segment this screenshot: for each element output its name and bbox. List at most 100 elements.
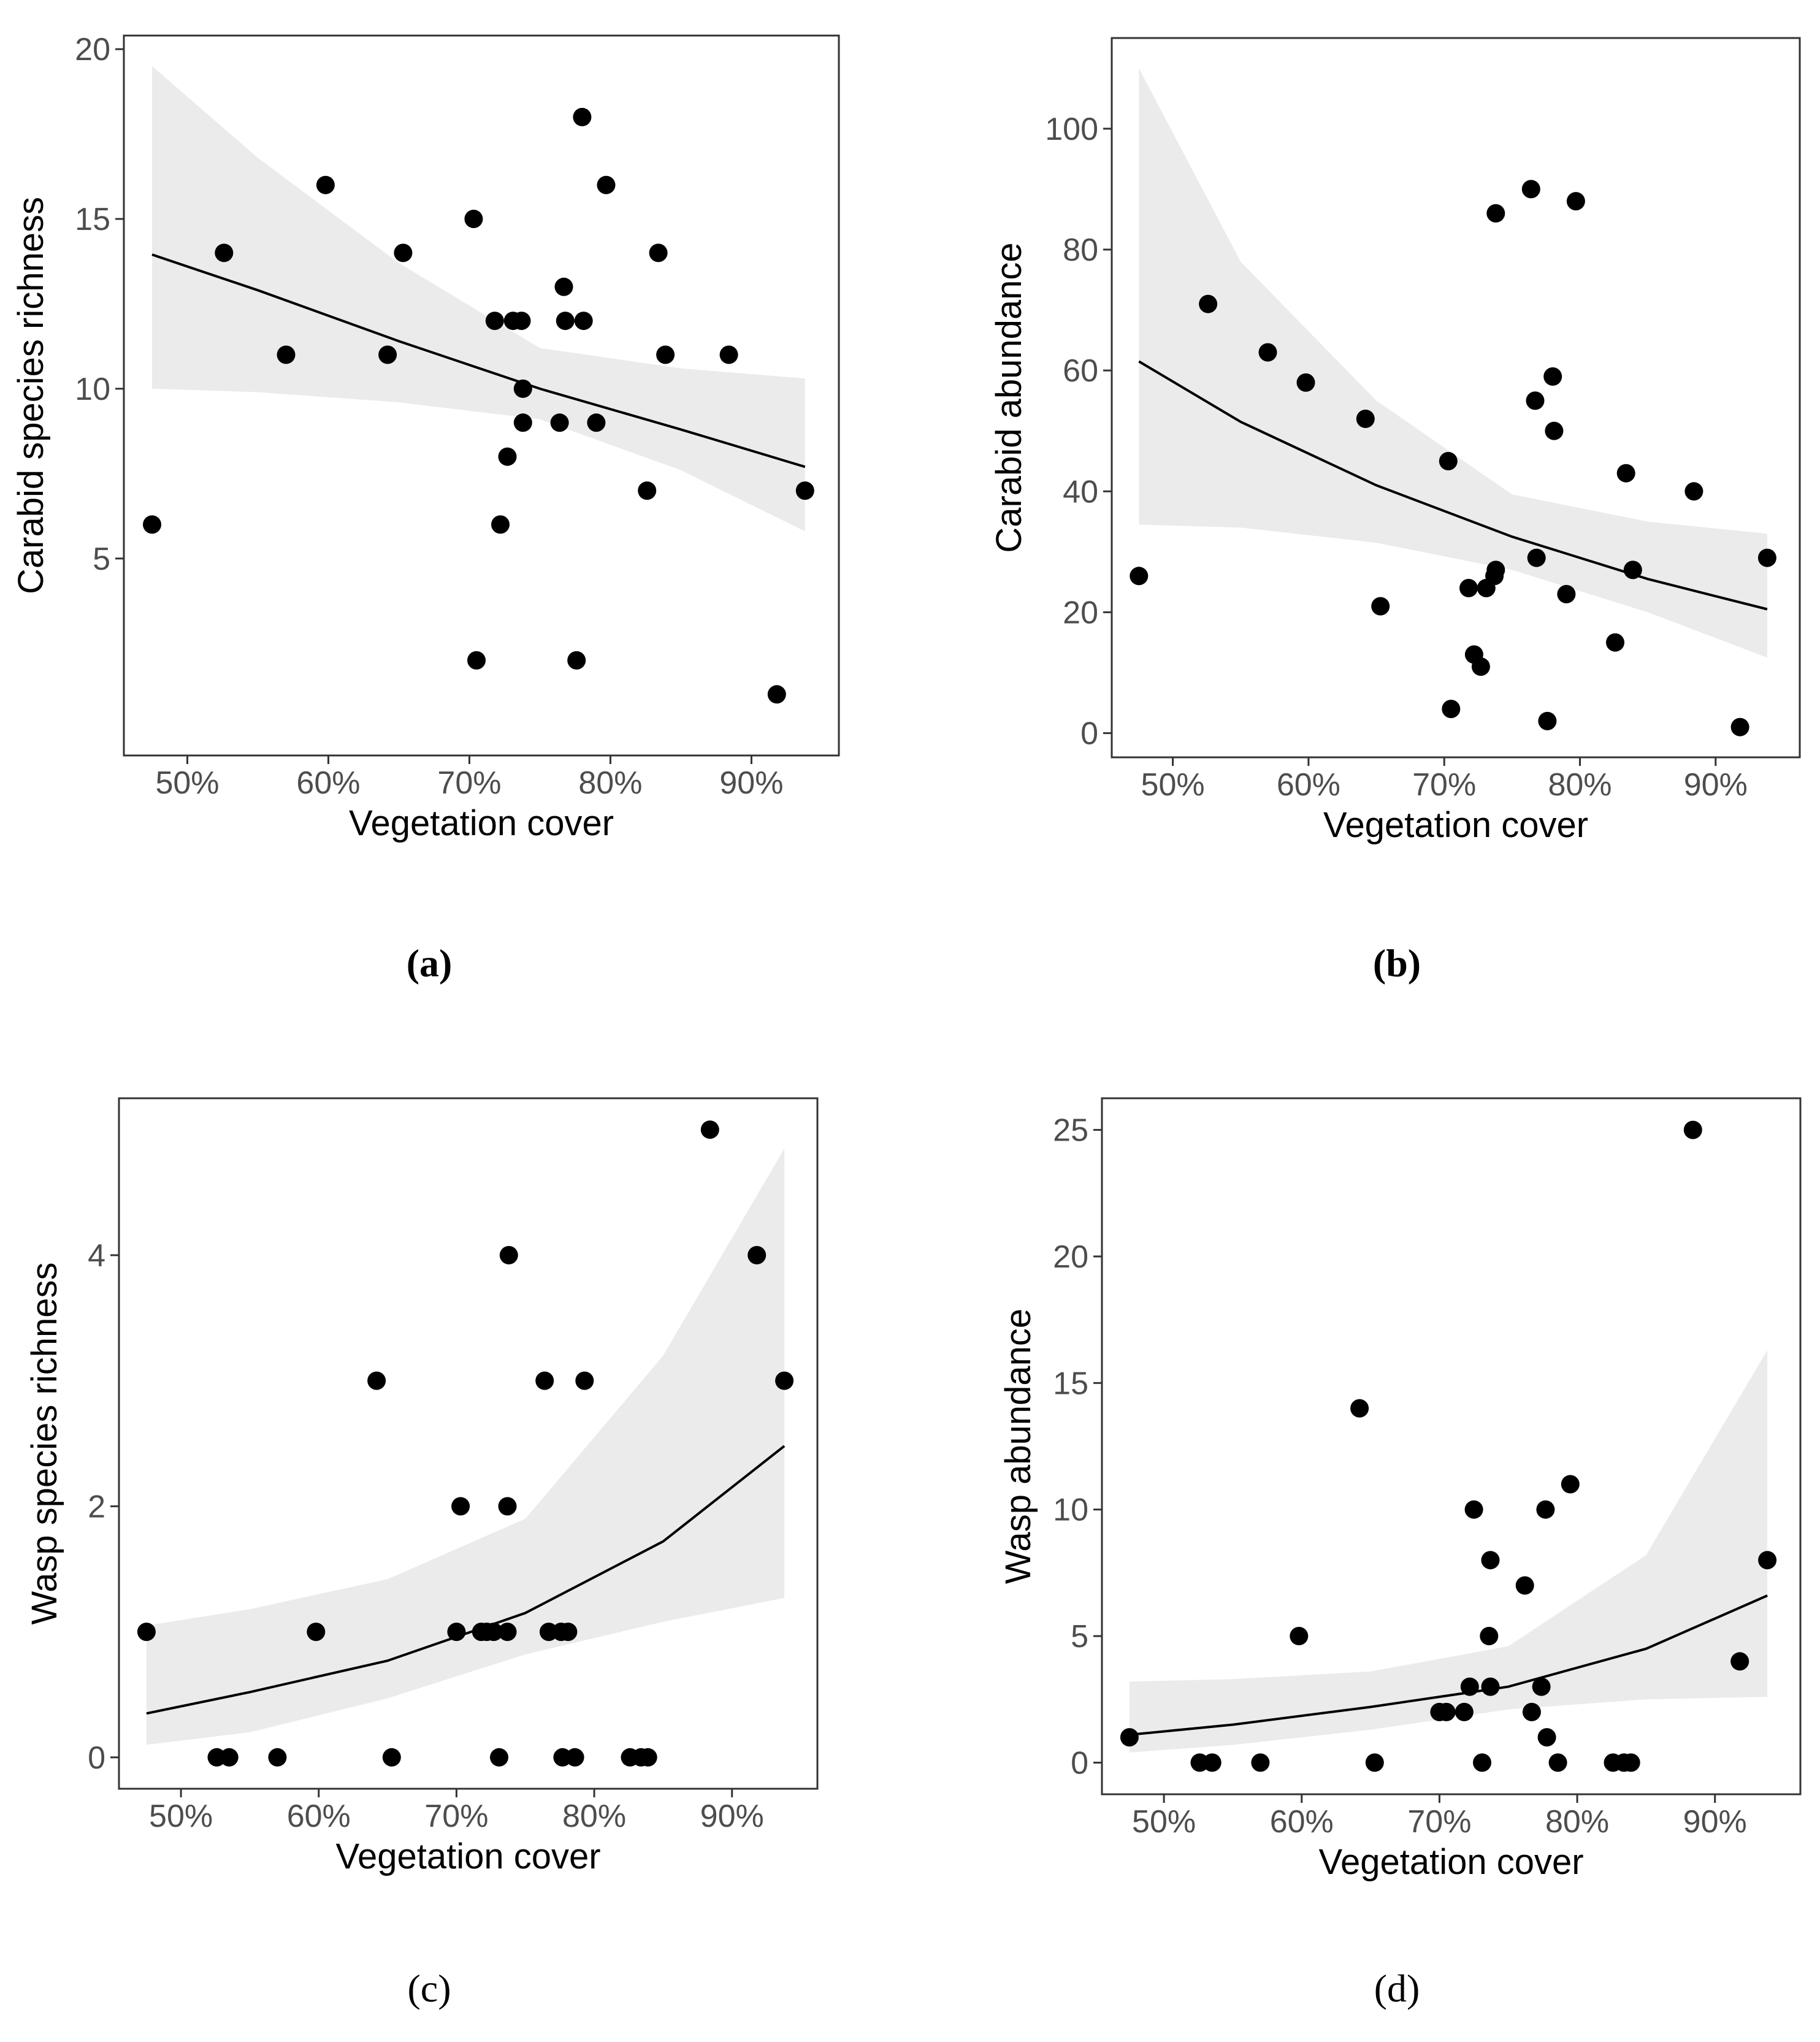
data-point [1557, 584, 1576, 603]
y-tick-label: 0 [88, 1740, 105, 1776]
data-point [1455, 1702, 1474, 1721]
confidence-band [1129, 1350, 1768, 1753]
data-point [491, 515, 510, 534]
data-point [1202, 1753, 1222, 1772]
data-point [316, 175, 335, 194]
data-point [1481, 1677, 1500, 1696]
y-tick-label: 0 [1071, 1745, 1088, 1781]
data-point [484, 1623, 503, 1642]
x-tick-label: 90% [700, 1799, 764, 1834]
data-point [464, 210, 483, 228]
x-tick-label: 70% [1412, 767, 1476, 803]
data-point [498, 447, 517, 466]
data-point [513, 379, 532, 398]
panel-c: 50% 60% 70% 80% 90% 0 2 4 Vegetation cover Wasp s… [25, 1097, 819, 2010]
data-point [1606, 633, 1624, 652]
data-point [1481, 1551, 1500, 1570]
data-point [1543, 367, 1562, 386]
data-point [1730, 717, 1749, 736]
data-point [1623, 560, 1642, 579]
data-point [1296, 373, 1315, 392]
y-tick-label: 20 [1063, 595, 1098, 630]
data-point [1730, 1652, 1749, 1671]
y-tick-label: 15 [1053, 1366, 1088, 1401]
fit-line [151, 253, 806, 468]
data-point [1473, 1753, 1491, 1772]
data-point [277, 345, 296, 364]
data-point [1548, 1753, 1567, 1772]
data-point [1350, 1399, 1369, 1418]
data-point [451, 1497, 470, 1516]
data-point [1526, 391, 1545, 410]
confidence-band [146, 1148, 785, 1745]
y-tick-label: 10 [75, 372, 110, 407]
data-point [1758, 1551, 1777, 1570]
data-point [1120, 1728, 1139, 1747]
data-point [1561, 1475, 1580, 1494]
data-point [498, 1497, 517, 1516]
x-tick-label: 60% [1270, 1804, 1334, 1840]
data-point [137, 1623, 156, 1642]
data-point [513, 413, 532, 432]
data-point [1757, 548, 1776, 567]
data-point [1356, 410, 1375, 428]
data-point [575, 1371, 594, 1390]
x-axis-title: Vegetation cover [1318, 1842, 1583, 1882]
panel-border [123, 34, 840, 757]
x-tick-label: 80% [578, 765, 642, 801]
data-point [1480, 1627, 1499, 1645]
data-point [1199, 294, 1218, 313]
data-point [378, 345, 397, 364]
y-tick-label: 60 [1063, 353, 1098, 389]
data-point [1459, 579, 1478, 597]
data-point [649, 243, 668, 262]
data-point [215, 243, 234, 262]
data-point [490, 1748, 508, 1767]
data-point [1471, 657, 1490, 676]
data-point [559, 1623, 578, 1642]
y-tick-label: 20 [1053, 1239, 1088, 1275]
y-axis-title: Carabid species richness [11, 197, 51, 594]
x-tick-label: 50% [1132, 1804, 1196, 1840]
data-point [719, 345, 738, 364]
data-point [1130, 567, 1149, 586]
data-point [499, 1245, 518, 1264]
data-point [565, 1748, 584, 1767]
data-point [573, 107, 592, 126]
data-point [638, 1748, 657, 1767]
panel-border [1101, 1097, 1802, 1795]
confidence-band [1139, 68, 1767, 658]
data-point [447, 1623, 466, 1642]
x-axis-title: Vegetation cover [1323, 805, 1588, 845]
fit-line [1129, 1594, 1768, 1736]
data-point [485, 312, 504, 331]
data-point [1486, 560, 1505, 579]
panel-d: 50% 60% 70% 80% 90% 0 5 10 15 20 25 Vegetation cove… [998, 1097, 1802, 2010]
data-point [554, 277, 573, 296]
y-tick-label: 0 [1080, 716, 1098, 752]
x-tick-label: 90% [719, 765, 783, 801]
data-point [535, 1371, 554, 1390]
x-tick-label: 80% [1548, 767, 1612, 803]
data-point [1545, 421, 1564, 440]
data-point [1521, 180, 1540, 199]
y-tick-label: 10 [1053, 1493, 1088, 1528]
data-point [1515, 1576, 1534, 1595]
data-point [307, 1623, 326, 1642]
data-point [795, 481, 814, 500]
y-tick-label: 2 [88, 1489, 105, 1524]
data-point [1537, 1728, 1556, 1747]
data-point [512, 312, 531, 331]
data-point [1683, 1120, 1702, 1139]
x-tick-label: 70% [1407, 1804, 1471, 1840]
x-tick-label: 80% [562, 1799, 626, 1834]
data-point [748, 1245, 767, 1264]
data-point [574, 312, 593, 331]
y-tick-label: 4 [88, 1238, 105, 1274]
y-tick-label: 5 [1071, 1619, 1088, 1654]
data-point [1486, 204, 1505, 223]
data-point [767, 685, 786, 704]
y-tick-label: 20 [75, 32, 110, 67]
x-tick-label: 90% [1683, 1804, 1747, 1840]
